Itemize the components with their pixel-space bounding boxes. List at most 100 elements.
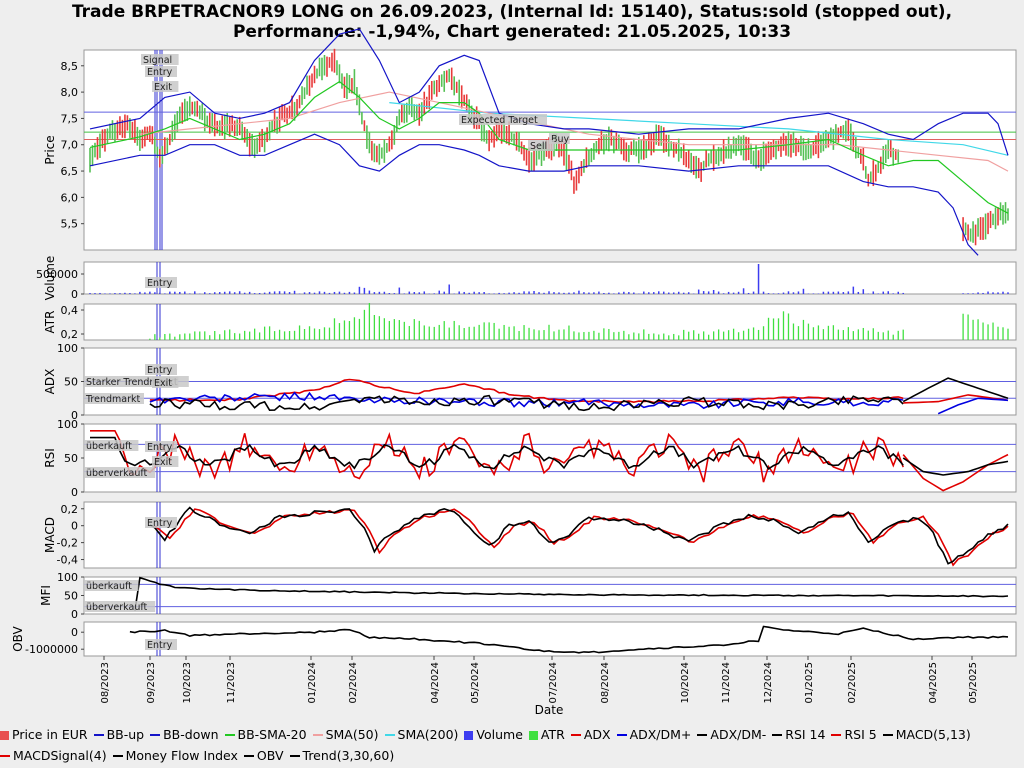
annot-obv-entry: Entry [147, 640, 173, 651]
annot-volume-entry-bg [145, 277, 177, 288]
annot-mfi-overbought-bg [84, 580, 139, 591]
legend-marker-4 [312, 734, 323, 736]
legend-label-13: MACD(5,13) [895, 727, 971, 742]
y-axis-label-adx: ADX [43, 369, 57, 395]
legend-item-10: ADX/DM- [697, 724, 766, 745]
legend-label-15: Money Flow Index [125, 748, 238, 763]
y-tick-label-price-6: 8,5 [61, 60, 79, 73]
y-tick-label-mfi-1: 50 [64, 590, 78, 603]
annot-sell-bg [528, 140, 555, 151]
legend-marker-13 [882, 734, 893, 736]
panel-volume [83, 261, 1017, 295]
legend-item-6: Volume [464, 724, 523, 745]
x-tick-label-12: 12/2024 [763, 662, 774, 704]
legend-marker-2 [150, 734, 161, 736]
annot-signal-bg [141, 54, 179, 65]
legend-label-12: RSI 5 [844, 727, 877, 742]
x-tick-label-13: 01/2025 [804, 662, 815, 704]
annot-signal: Signal [143, 55, 172, 66]
y-tick-label-price-5: 8,0 [61, 86, 79, 99]
annot-adx-entry-bg [145, 364, 177, 375]
annot-rsi-exit-bg [152, 456, 179, 467]
legend-marker-1 [93, 734, 104, 736]
annot-macd-entry: Entry [147, 518, 173, 529]
annot-entry-bg [145, 66, 177, 77]
legend-item-11: RSI 14 [772, 724, 825, 745]
y-tick-label-price-4: 7,5 [61, 112, 79, 125]
dmminus-line [149, 394, 904, 412]
legend-label-16: OBV [256, 748, 284, 763]
legend-item-4: SMA(50) [312, 724, 379, 745]
x-tick-label-4: 01/2024 [307, 662, 318, 704]
legend-marker-5 [384, 734, 395, 736]
legend-label-0: Price in EUR [12, 727, 88, 742]
annot-adx-entry: Entry [147, 365, 173, 376]
y-tick-label-obv-0: -1000000 [25, 643, 78, 656]
legend-label-10: ADX/DM- [710, 727, 767, 742]
y-tick-label-atr-0: 0,2 [61, 328, 79, 341]
dmminus-tail [902, 377, 1009, 403]
y-axis-label-macd: MACD [43, 517, 57, 553]
y-tick-label-atr-1: 0,4 [61, 304, 79, 317]
legend-label-3: BB-SMA-20 [237, 727, 307, 742]
panel-macd [83, 501, 1017, 569]
dmplus-line [149, 391, 904, 410]
sma50-line [139, 91, 1009, 172]
annot-adx-strong: Starker Trendmarkt [86, 377, 178, 388]
annot-sell: Sell [530, 141, 547, 152]
annot-adx-exit: Exit [154, 378, 172, 389]
annot-rsi-entry-bg [145, 441, 177, 452]
y-tick-label-rsi-2: 100 [57, 418, 78, 431]
legend-label-14: MACDSignal(4) [13, 748, 107, 763]
legend-label-8: ADX [583, 727, 611, 742]
legend-marker-6 [464, 731, 474, 740]
legend-marker-17 [289, 755, 300, 757]
legend-item-12: RSI 5 [831, 724, 877, 745]
annot-adx-trend-bg [84, 393, 144, 404]
annot-rsi-exit: Exit [154, 457, 172, 468]
annot-adx-strong-bg [84, 376, 189, 387]
legend-item-13: MACD(5,13) [882, 724, 971, 745]
y-tick-label-macd-1: -0,2 [57, 537, 78, 550]
adx-line [149, 378, 904, 404]
y-tick-label-price-2: 6,5 [61, 165, 79, 178]
annot-rsi-entry: Entry [147, 442, 173, 453]
legend-label-11: RSI 14 [785, 727, 826, 742]
x-tick-label-16: 05/2025 [968, 662, 979, 704]
y-tick-label-volume-0: 0 [71, 288, 78, 301]
x-tick-label-0: 08/2023 [100, 662, 111, 704]
legend-marker-12 [831, 734, 842, 736]
annot-rsi-overbought: überkauft [86, 441, 132, 452]
chart-title-line1: Trade BRPETRACNOR9 LONG on 26.09.2023, (… [71, 2, 953, 22]
annot-exit: Exit [154, 82, 172, 93]
y-tick-label-rsi-0: 0 [71, 486, 78, 499]
x-axis-label: Date [535, 703, 564, 717]
legend-item-17: Trend(3,30,60) [289, 745, 394, 766]
dmplus-tail [937, 397, 1009, 415]
y-axis-label-atr: ATR [43, 311, 57, 334]
legend-marker-7 [528, 731, 538, 740]
legend-marker-11 [772, 734, 783, 736]
annot-adx-exit-bg [152, 377, 179, 388]
annot-buy-bg [549, 133, 570, 144]
x-tick-label-3: 11/2023 [226, 662, 237, 704]
x-tick-label-6: 04/2024 [430, 662, 441, 704]
y-axis-label-mfi: MFI [39, 585, 53, 606]
annot-rsi-overbought-bg [84, 440, 139, 451]
annot-buy: Buy [551, 134, 570, 145]
y-axis-label-obv: OBV [11, 625, 25, 651]
annot-mfi-oversold: überverkauft [86, 602, 148, 613]
y-tick-label-obv-1: 0 [71, 626, 78, 639]
annot-rsi-oversold-bg [84, 467, 156, 478]
y-tick-label-adx-2: 100 [57, 342, 78, 355]
chart-title-line2: Performance: -1,94%, Chart generated: 21… [232, 22, 792, 42]
y-tick-label-mfi-0: 0 [71, 608, 78, 621]
annot-exit-bg [152, 81, 179, 92]
sma20-line [89, 80, 1009, 214]
mfi-line [134, 576, 1009, 611]
x-tick-label-11: 11/2024 [721, 662, 732, 704]
x-tick-label-10: 10/2024 [680, 662, 691, 704]
legend-marker-16 [243, 755, 254, 757]
